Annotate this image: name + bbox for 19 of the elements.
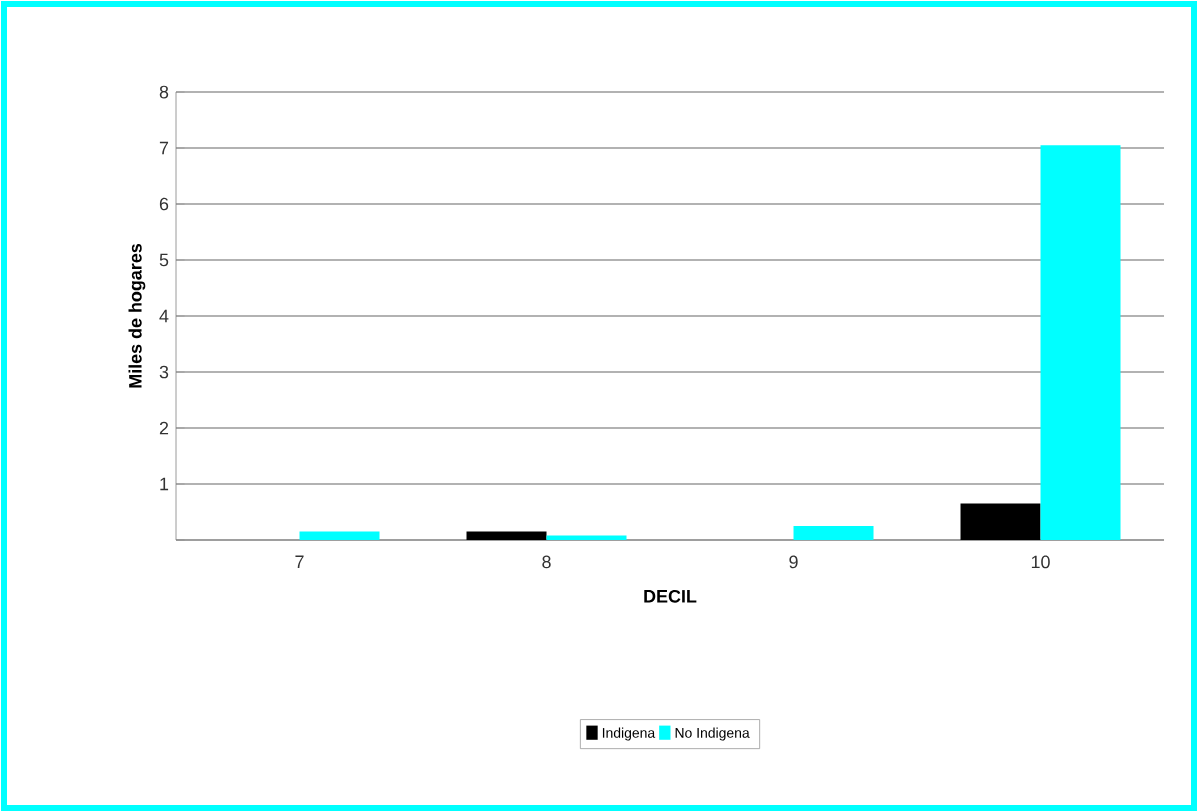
y-tick-label: 5 [159,253,169,267]
x-tick-label: 7 [295,555,304,568]
y-tick-label: 6 [159,197,169,211]
bar [299,531,380,540]
y-tick-label: 2 [159,421,169,435]
x-tick-label: 9 [789,555,798,569]
x-axis-title: DECIL [644,589,697,603]
x-tick-label: 10 [1031,555,1050,569]
bar [793,526,874,540]
y-tick-label: 8 [159,85,169,99]
x-tick-label: 8 [542,555,551,569]
bar [960,503,1041,540]
y-axis-title: Miles de hogares [128,243,146,388]
y-tick-label: 3 [159,365,169,379]
bar [466,531,547,540]
y-tick-label: 4 [159,309,169,323]
y-tick-label: 7 [159,141,169,155]
y-tick-label: 1 [160,477,169,491]
bar [1040,145,1121,540]
